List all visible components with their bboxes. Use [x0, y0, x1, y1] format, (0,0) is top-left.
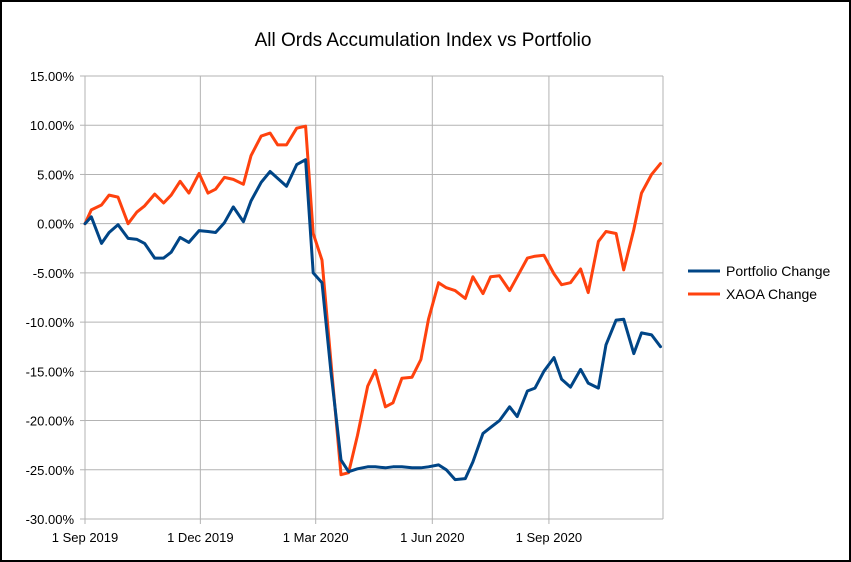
y-tick-label: 5.00% [37, 167, 74, 182]
legend-label: Portfolio Change [726, 263, 831, 279]
y-tick-label: -5.00% [33, 266, 75, 281]
x-axis: 1 Sep 2019 1 Dec 2019 1 Mar 2020 1 Jun 2020… [52, 518, 663, 545]
y-axis: 15.00% 10.00% 5.00% 0.00% -5.00% -10.00% -15.0… [26, 69, 86, 527]
y-tick-label: -30.00% [26, 512, 75, 527]
x-tick-label: 1 Jun 2020 [400, 530, 464, 545]
y-tick-label: -15.00% [26, 364, 75, 379]
y-tick-label: 10.00% [30, 118, 75, 133]
series-line-portfolio [83, 158, 662, 482]
y-tick-label: -25.00% [26, 463, 75, 478]
grid [84, 75, 664, 520]
y-tick-label: -20.00% [26, 414, 75, 429]
series-line-xaoa [83, 124, 662, 477]
legend-label: XAOA Change [726, 286, 817, 302]
legend: Portfolio Change XAOA Change [688, 263, 831, 302]
x-tick-label: 1 Sep 2019 [52, 530, 119, 545]
x-tick-label: 1 Mar 2020 [283, 530, 349, 545]
y-tick-label: 15.00% [30, 69, 75, 84]
x-tick-label: 1 Dec 2019 [167, 530, 234, 545]
y-tick-label: 0.00% [37, 217, 74, 232]
series [83, 124, 662, 482]
x-tick-label: 1 Sep 2020 [516, 530, 583, 545]
y-tick-label: -10.00% [26, 315, 75, 330]
chart-title: All Ords Accumulation Index vs Portfolio [255, 30, 592, 51]
